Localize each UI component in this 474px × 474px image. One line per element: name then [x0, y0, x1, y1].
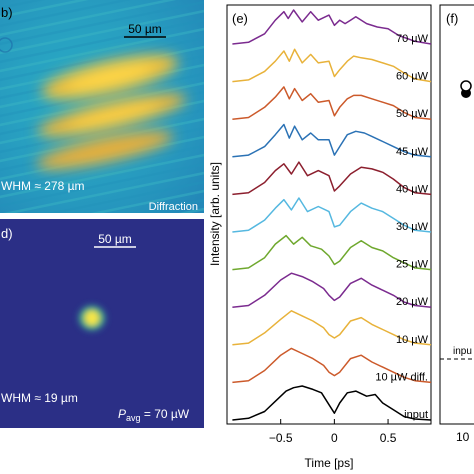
- panel-d-label: d): [1, 226, 13, 241]
- panel-f-tick-label: 10: [456, 430, 470, 444]
- focus-spot: [75, 302, 109, 334]
- trace-line: [232, 234, 432, 271]
- fringe-line: [0, 81, 204, 127]
- trace-line: [232, 197, 432, 233]
- trace-line: [232, 48, 432, 83]
- fringe-line: [0, 162, 204, 208]
- x-tick-label: 0.5: [380, 431, 397, 445]
- fringe-line: [0, 9, 204, 55]
- trace-label: input: [404, 409, 428, 421]
- traces-group: 70 µW 60 µW 50 µW 45 µW 40 µW 30 µW 25 µW 20 µW…: [232, 9, 432, 421]
- fringe-line: [0, 0, 133, 28]
- fringe-line: [0, 153, 204, 199]
- fringe-line: [90, 189, 204, 213]
- pulse-traces-chart: 70 µW 60 µW 50 µW 45 µW 40 µW 30 µW 25 µW 20 µW…: [208, 4, 432, 470]
- trace-label: 60 µW: [396, 71, 429, 83]
- x-tick-label: 0: [331, 431, 338, 445]
- trace-line: [232, 161, 432, 196]
- fringe-line: [0, 108, 204, 154]
- panel-f-input-label: inpu: [453, 346, 472, 357]
- fringe-line: [0, 18, 204, 64]
- panel-f-marker-icon: [460, 80, 472, 98]
- diffraction-bright-bands: [36, 54, 187, 169]
- fringe-line: [0, 0, 45, 10]
- trace-line: [232, 385, 432, 421]
- trace-label: 10 µW diff.: [375, 371, 428, 383]
- trace-line: [232, 86, 432, 120]
- x-axis-label: Time [ps]: [305, 456, 354, 470]
- trace-label: 70 µW: [396, 33, 429, 45]
- trace-line: [232, 9, 432, 45]
- trace-line: [232, 123, 432, 158]
- dust-ring: [0, 37, 13, 53]
- trace-label: 50 µW: [396, 108, 429, 120]
- panel-c-label: b): [1, 5, 13, 20]
- trace-label: 10 µW: [396, 334, 429, 346]
- trace-line: [232, 310, 432, 346]
- panel-d-scalebar-label: 50 µm: [98, 232, 132, 246]
- x-ticks: −0.5 0 0.5: [269, 419, 397, 445]
- trace-label: 45 µW: [396, 146, 429, 158]
- y-axis-label: Intensity [arb. units]: [208, 162, 222, 266]
- chart-frame: [226, 4, 432, 425]
- trace-label: 30 µW: [396, 221, 429, 233]
- panel-c-scalebar-label: 50 µm: [128, 22, 162, 36]
- fringe-line: [0, 144, 204, 190]
- chart-panel-label: (e): [232, 11, 248, 26]
- trace-line: [232, 347, 432, 384]
- panel-f-frame: [439, 4, 474, 425]
- panel-f-label: (f): [446, 11, 458, 26]
- panel-f: (f) inpu 10: [439, 4, 474, 444]
- trace-label: 25 µW: [396, 259, 429, 271]
- fringe-line: [0, 36, 204, 82]
- fringe-line: [3, 171, 204, 213]
- focus-spot-panel: d) 50 µm WHM ≈ 19 µm Pavg = 70 µW: [0, 219, 204, 428]
- trace-label: 40 µW: [396, 183, 429, 195]
- diffraction-image-panel: b) 50 µm WHM ≈ 278 µm Diffraction: [0, 0, 204, 213]
- panel-d-power: Pavg = 70 µW: [118, 407, 190, 423]
- panel-d-fwhm: WHM ≈ 19 µm: [1, 391, 78, 405]
- fringe-line: [134, 198, 204, 213]
- panel-c-fwhm: WHM ≈ 278 µm: [1, 179, 85, 193]
- trace-line: [232, 272, 432, 308]
- trace-label: 20 µW: [396, 296, 429, 308]
- panel-c-mode-label: Diffraction: [149, 201, 198, 213]
- fringe-line: [0, 0, 204, 46]
- fringe-line: [0, 0, 177, 37]
- fringe-line: [0, 27, 204, 73]
- x-tick-label: −0.5: [269, 431, 293, 445]
- fringe-line: [47, 180, 204, 213]
- fringe-line: [0, 0, 89, 19]
